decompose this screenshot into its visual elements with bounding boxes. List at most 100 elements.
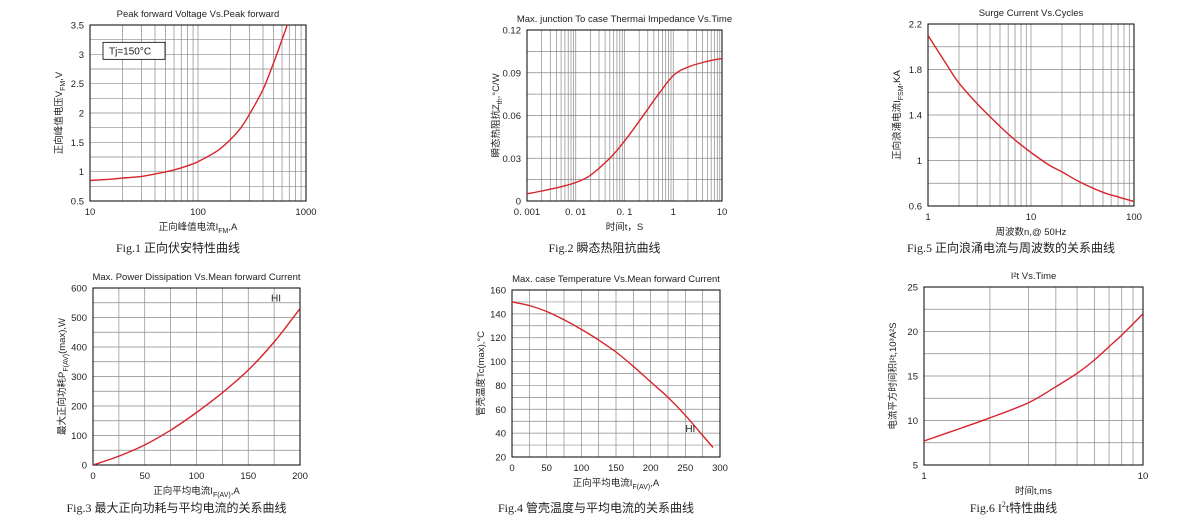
x-axis-label-main: 时间t,ms [1015,485,1052,497]
x-axis-label-sub: FM [218,228,228,235]
figure-caption: Fig.3 最大正向功耗与平均电流的关系曲线 [66,500,286,515]
grid [93,288,300,465]
y-axis-label-main: 最大正向功耗P [56,372,68,435]
x-tick-label: 0. 001 [514,207,540,218]
annotation-label: Tj=150°C [109,46,151,57]
y-tick-label: 0.09 [503,68,522,79]
y-axis-label-sub: F(AV) [63,354,70,372]
y-axis-label-suffix: ,°C/W [491,73,502,98]
series-line-0 [93,308,300,465]
x-axis-label: 时间t,ms [1015,485,1052,497]
y-axis-label-sub: FM [60,81,67,91]
x-axis-label-main: 周波数n,@ 50Hz [996,226,1067,238]
y-tick-label: 0.06 [503,111,522,122]
y-axis-label-suffix: ,KA [892,69,903,85]
y-axis-label-sub: th [497,98,504,104]
annotation-label: HI [271,293,281,304]
figure-caption: Fig.2 瞬态热阻抗曲线 [548,240,660,255]
chart-title: Max. junction To case Thermai Impedance … [517,14,732,25]
x-axis-label-main: 正向平均电流I [573,477,633,489]
annotation-box [102,41,166,60]
y-axis-label: 管壳温度Tc(max),°C [475,331,487,416]
y-tick-label: 0.12 [503,26,522,37]
figure-caption: Fig.4 管壳温度与平均电流的关系曲线 [498,500,694,515]
x-tick-label: 250 [677,463,693,474]
x-axis-label-sub: F(AV) [632,484,650,491]
figure-caption-suffix: t特性曲线 [1006,500,1057,515]
y-tick-label: 100 [71,431,87,442]
y-axis-label: 正向峰值电压VFM,V [53,71,67,154]
x-axis-label: 正向平均电流IF(AV),A [573,477,660,491]
x-axis-label-sub: F(AV) [213,492,231,499]
y-axis-label: 瞬态热阻抗Zth,°C/W [490,73,504,157]
y-tick-label: 0.5 [71,197,84,208]
x-tick-label: 50 [541,463,552,474]
y-tick-label: 140 [490,309,506,320]
figure-caption-main: Fig.5 正向浪涌电流与周波数的关系曲线 [907,240,1115,255]
plot-frame [923,286,1144,466]
plot-frame [92,287,301,466]
y-axis-label-main: 管壳温度Tc(max),°C [475,331,487,416]
y-tick-label: 1.5 [71,138,84,149]
series-line-0 [527,57,722,195]
plot-frame [526,29,723,202]
y-tick-label: 5 [913,461,918,472]
x-tick-label: 1 [921,471,926,482]
y-tick-label: 100 [490,357,506,368]
x-tick-label: 0. 01 [565,207,586,218]
x-axis-label-suffix: ,A [231,486,241,497]
x-axis-label-main: 时间t，S [606,221,643,233]
x-tick-label: 10 [717,207,728,218]
y-axis-label: 电流平方时间积I²t,10³A²S [887,322,899,429]
x-tick-label: 0. 1 [617,207,633,218]
y-tick-label: 2.5 [71,79,84,90]
series-line-0 [928,35,1134,203]
chart-fig2: 0. 001 0. 01 0. 1 1 10 0 0.03 0.06 0.09 0.12Max. … [490,14,732,255]
x-tick-label: 100 [573,463,589,474]
y-tick-label: 80 [495,381,506,392]
y-tick-label: 1 [79,167,84,178]
y-tick-label: 25 [907,283,918,294]
grid [512,290,720,457]
y-tick-label: 40 [495,429,506,440]
y-tick-label: 3 [79,50,84,61]
y-axis-label: 最大正向功耗PF(AV)(max),W [56,318,70,435]
figure-caption-sup: 2 [1002,500,1006,509]
figure-caption-main: Fig.1 正向伏安特性曲线 [116,240,240,255]
x-tick-label: 10 [1026,212,1037,223]
y-tick-label: 120 [490,333,506,344]
x-tick-label: 150 [608,463,624,474]
x-tick-label: 1 [671,207,676,218]
y-axis-label: 正向浪涌电流IFSM,KA [891,69,905,159]
x-axis-label: 正向峰值电流IFM,A [159,221,238,235]
y-tick-label: 2.2 [909,20,922,31]
x-tick-label: 150 [240,471,256,482]
x-tick-label: 200 [292,471,308,482]
y-axis-label-sub: FSM [898,85,905,100]
figure-caption: Fig.1 正向伏安特性曲线 [116,240,240,255]
grid [90,25,306,201]
chart-title: Surge Current Vs.Cycles [979,8,1084,19]
annotation-label: HI [685,424,695,435]
series-line-0 [90,25,288,182]
y-tick-label: 15 [907,372,918,383]
chart-title: I²t Vs.Time [1011,271,1057,282]
figure-caption-main: Fig.3 最大正向功耗与平均电流的关系曲线 [66,500,286,515]
x-tick-label: 1000 [295,207,316,218]
chart-fig4: 0 50 100 150 200 250 300 20 40 60 80 100 120 140 160 Ma… [475,274,728,515]
figure-caption-main: Fig.4 管壳温度与平均电流的关系曲线 [498,500,694,515]
figure-caption-main: Fig.2 瞬态热阻抗曲线 [548,240,660,255]
x-tick-label: 100 [1126,212,1142,223]
x-axis-label-main: 正向平均电流I [153,485,213,497]
figure-caption-main: Fig.6 I [970,501,1002,515]
y-tick-label: 0.03 [503,154,522,165]
chart-fig1: 10 100 1000 0.5 1 1.5 2 2.5 3 3.5 Peak forward Vol… [53,9,317,255]
y-tick-label: 20 [907,327,918,338]
series-line-0 [512,301,714,448]
y-tick-label: 160 [490,286,506,297]
chart-title: Peak forward Voltage Vs.Peak forward [117,9,280,20]
x-axis-label-suffix: ,A [650,478,660,489]
grid [924,287,1143,465]
